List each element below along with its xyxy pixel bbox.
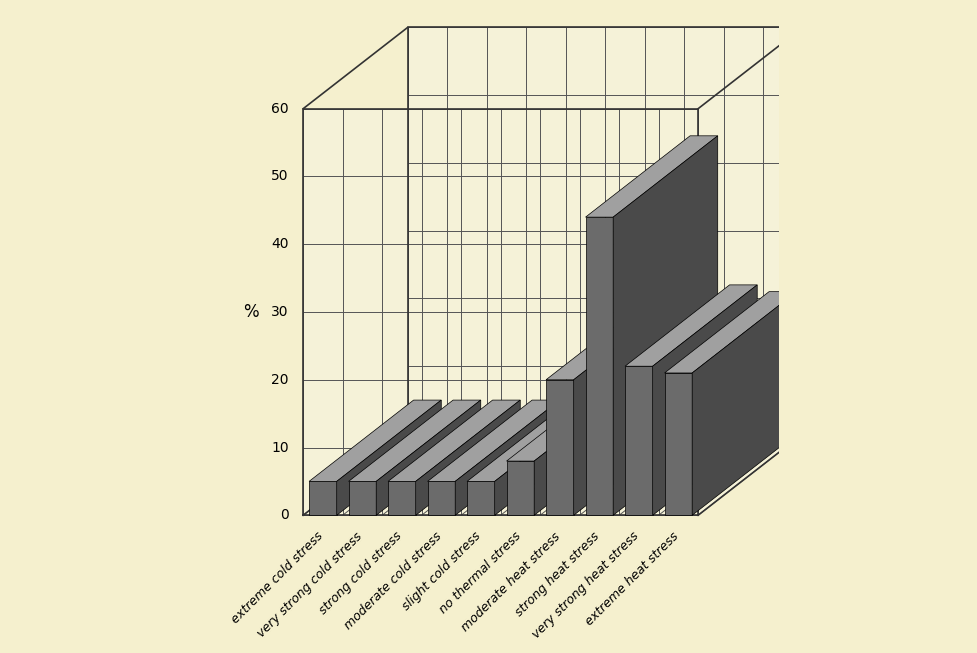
Text: 10: 10 — [271, 441, 288, 454]
Polygon shape — [506, 461, 533, 515]
Polygon shape — [613, 136, 717, 515]
Polygon shape — [663, 373, 692, 515]
Polygon shape — [454, 400, 559, 515]
Text: 30: 30 — [271, 305, 288, 319]
Polygon shape — [407, 27, 802, 434]
Text: no thermal stress: no thermal stress — [436, 530, 523, 616]
Polygon shape — [309, 481, 336, 515]
Polygon shape — [624, 366, 652, 515]
Text: very strong heat stress: very strong heat stress — [530, 530, 641, 641]
Text: 60: 60 — [271, 102, 288, 116]
Text: very strong cold stress: very strong cold stress — [255, 530, 365, 640]
Polygon shape — [309, 400, 441, 481]
Text: 0: 0 — [279, 508, 288, 522]
Text: 20: 20 — [271, 373, 288, 387]
Text: extreme cold stress: extreme cold stress — [229, 530, 325, 627]
Text: %: % — [243, 303, 259, 321]
Text: strong heat stress: strong heat stress — [513, 530, 602, 619]
Polygon shape — [427, 481, 454, 515]
Polygon shape — [624, 285, 756, 366]
Polygon shape — [545, 298, 677, 380]
Text: moderate heat stress: moderate heat stress — [458, 530, 562, 634]
Polygon shape — [533, 380, 638, 515]
Polygon shape — [585, 136, 717, 217]
Text: 40: 40 — [271, 237, 288, 251]
Polygon shape — [545, 380, 573, 515]
Polygon shape — [348, 481, 376, 515]
Polygon shape — [573, 298, 677, 515]
Text: extreme heat stress: extreme heat stress — [582, 530, 681, 628]
Polygon shape — [388, 400, 520, 481]
Polygon shape — [494, 400, 599, 515]
Polygon shape — [348, 400, 481, 481]
Polygon shape — [652, 285, 756, 515]
Polygon shape — [467, 481, 494, 515]
Polygon shape — [415, 400, 520, 515]
Text: 50: 50 — [271, 170, 288, 183]
Polygon shape — [427, 400, 559, 481]
Polygon shape — [388, 481, 415, 515]
Polygon shape — [336, 400, 441, 515]
Polygon shape — [467, 400, 599, 481]
Polygon shape — [692, 292, 796, 515]
Polygon shape — [585, 217, 613, 515]
Polygon shape — [506, 380, 638, 461]
Polygon shape — [303, 434, 802, 515]
Text: slight cold stress: slight cold stress — [400, 530, 484, 613]
Text: moderate cold stress: moderate cold stress — [342, 530, 444, 632]
Polygon shape — [663, 292, 796, 373]
Polygon shape — [376, 400, 481, 515]
Polygon shape — [303, 108, 698, 515]
Text: strong cold stress: strong cold stress — [317, 530, 404, 618]
